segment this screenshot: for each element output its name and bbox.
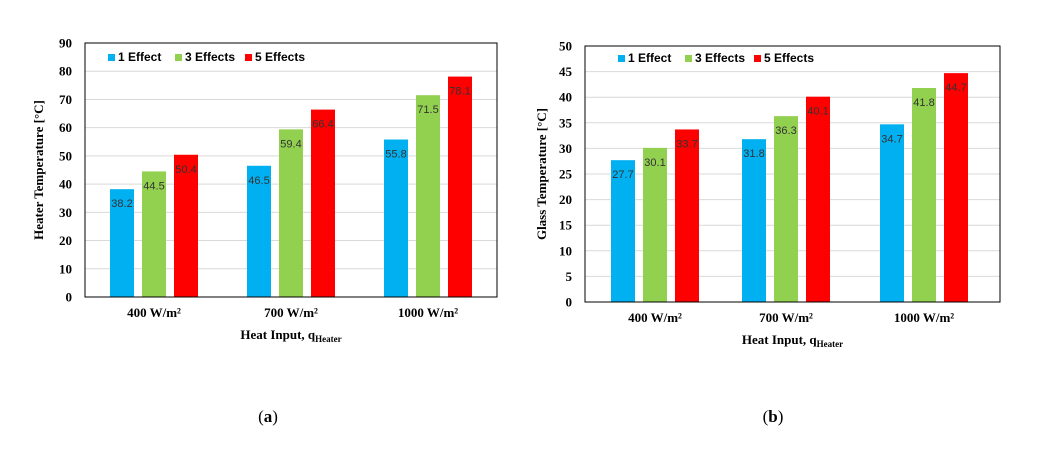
data-label: 66.4 xyxy=(312,119,333,131)
y-tick-label: 60 xyxy=(59,120,72,135)
bar-3-effects xyxy=(643,147,667,302)
legend-label: 5 Effects xyxy=(764,51,814,65)
data-label: 78.1 xyxy=(449,86,470,98)
y-tick-label: 10 xyxy=(59,261,72,276)
data-label: 44.5 xyxy=(143,180,164,192)
data-label: 31.8 xyxy=(743,148,764,160)
y-tick-label: 45 xyxy=(559,64,573,79)
y-tick-label: 5 xyxy=(566,269,573,284)
bar-1-effect xyxy=(880,124,904,302)
category-label: 700 W/m² xyxy=(759,310,813,325)
bar-5-effects xyxy=(174,154,198,297)
bar-3-effects xyxy=(774,116,798,302)
bar-5-effects xyxy=(311,109,335,297)
y-axis-label: Glass Temperature [°C] xyxy=(534,108,549,240)
bar-1-effect xyxy=(611,160,635,302)
y-tick-label: 25 xyxy=(559,167,573,182)
y-tick-label: 10 xyxy=(559,243,572,258)
bar-3-effects xyxy=(416,95,440,297)
y-axis-label: Heater Temperature [°C] xyxy=(31,100,46,240)
x-axis-label: Heat Input, qHeater xyxy=(742,332,843,349)
legend-swatch xyxy=(245,54,252,61)
bar-5-effects xyxy=(806,96,830,302)
bar-5-effects xyxy=(944,73,968,302)
bar-5-effects xyxy=(448,76,472,297)
bar-3-effects xyxy=(912,87,936,302)
data-label: 41.8 xyxy=(913,97,934,109)
data-label: 46.5 xyxy=(248,175,269,187)
data-label: 50.4 xyxy=(175,164,196,176)
y-tick-label: 70 xyxy=(59,92,72,107)
y-tick-label: 40 xyxy=(559,90,572,105)
legend-swatch xyxy=(618,55,625,62)
bar-1-effect xyxy=(110,189,134,297)
data-label: 55.8 xyxy=(385,149,406,161)
data-label: 38.2 xyxy=(111,198,132,210)
legend-swatch xyxy=(685,55,692,62)
y-tick-label: 50 xyxy=(559,39,572,54)
category-label: 1000 W/m² xyxy=(398,305,458,320)
plot-frame xyxy=(584,45,1001,303)
y-tick-label: 0 xyxy=(566,295,573,310)
category-label: 400 W/m² xyxy=(628,310,682,325)
bar-3-effects xyxy=(279,129,303,297)
category-label: 400 W/m² xyxy=(127,305,181,320)
panel-label: (a) xyxy=(258,407,278,426)
data-label: 27.7 xyxy=(612,169,633,181)
legend-label: 1 Effect xyxy=(628,51,671,65)
category-label: 1000 W/m² xyxy=(894,310,954,325)
y-tick-label: 15 xyxy=(559,218,573,233)
y-tick-label: 90 xyxy=(59,36,72,51)
legend-label: 5 Effects xyxy=(255,50,305,64)
bar-5-effects xyxy=(675,129,699,302)
y-tick-label: 30 xyxy=(59,205,72,220)
bar-1-effect xyxy=(742,139,766,302)
y-tick-label: 40 xyxy=(59,177,72,192)
legend-label: 1 Effect xyxy=(118,50,161,64)
legend-label: 3 Effects xyxy=(185,50,235,64)
data-label: 59.4 xyxy=(280,138,301,150)
data-label: 30.1 xyxy=(644,157,665,169)
y-tick-label: 20 xyxy=(59,233,72,248)
data-label: 71.5 xyxy=(417,104,438,116)
y-tick-label: 80 xyxy=(59,64,72,79)
y-tick-label: 20 xyxy=(559,192,572,207)
y-tick-label: 30 xyxy=(559,141,572,156)
y-tick-label: 35 xyxy=(559,115,573,130)
category-label: 700 W/m² xyxy=(264,305,318,320)
data-label: 36.3 xyxy=(775,125,796,137)
data-label: 33.7 xyxy=(676,138,697,150)
legend-label: 3 Effects xyxy=(695,51,745,65)
plot-frame xyxy=(84,42,498,298)
data-label: 40.1 xyxy=(807,106,828,118)
bar-1-effect xyxy=(384,139,408,297)
bar-3-effects xyxy=(142,171,166,297)
legend-swatch xyxy=(175,54,182,61)
data-label: 44.7 xyxy=(945,82,966,94)
data-label: 34.7 xyxy=(881,133,902,145)
legend-swatch xyxy=(108,54,115,61)
panel-label: (b) xyxy=(763,407,784,426)
x-axis-label: Heat Input, qHeater xyxy=(240,327,341,344)
bar-1-effect xyxy=(247,165,271,297)
y-tick-label: 50 xyxy=(59,148,72,163)
legend-swatch xyxy=(754,55,761,62)
y-tick-label: 0 xyxy=(66,290,73,305)
chart-b: 0 5 10 15 20 25 30 35 40 45 50 27.7 31.8 34.7 30.1 36.3… xyxy=(534,39,1001,426)
chart-a: 0 10 20 30 40 50 60 70 80 90 38.2 46.5 55.8 44.5 59.4 7… xyxy=(31,36,498,426)
